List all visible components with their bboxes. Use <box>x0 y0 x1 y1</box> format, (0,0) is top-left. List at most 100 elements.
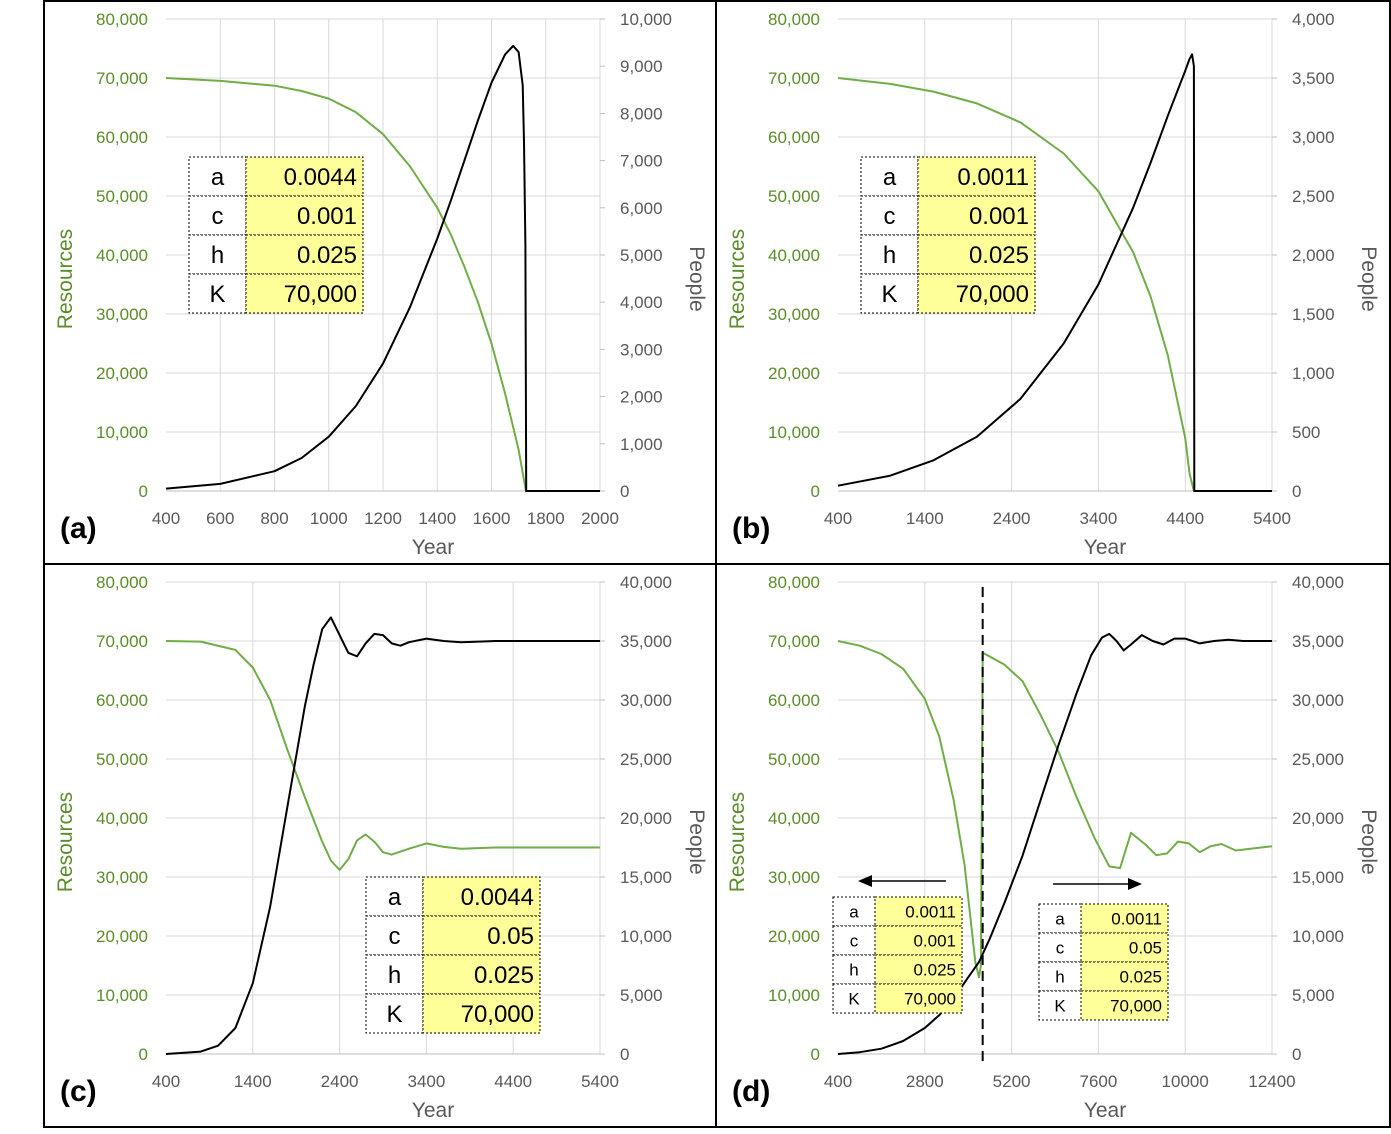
y-right-tick-label: 500 <box>1292 423 1320 442</box>
y-right-tick-label: 6,000 <box>620 199 663 218</box>
d-after-param-name-K: K <box>1054 997 1066 1016</box>
b-param-name-h: h <box>883 242 896 269</box>
x-tick-label: 1600 <box>473 509 511 528</box>
y-right-tick-label: 35,000 <box>1292 632 1344 651</box>
y-left-tick-label: 60,000 <box>768 128 820 147</box>
c-param-value-cell <box>422 954 541 995</box>
y-left-tick-label: 40,000 <box>96 246 148 265</box>
d-before-param-name-h: h <box>849 961 858 980</box>
y-left-tick-label: 30,000 <box>96 868 148 887</box>
y-left-tick-label: 0 <box>811 1045 820 1064</box>
a-param-name-h: h <box>211 242 224 269</box>
y-left-tick-label: 50,000 <box>96 187 148 206</box>
d-after-param-name-cell <box>1038 990 1082 1021</box>
b-param-value-K: 70,000 <box>956 281 1029 308</box>
d-after-param-name-a: a <box>1055 910 1065 929</box>
y-right-tick-label: 3,000 <box>1292 128 1335 147</box>
c-param-value-cell <box>422 915 541 956</box>
b-param-value-cell <box>917 195 1036 236</box>
y-right-tick-label: 9,000 <box>620 57 663 76</box>
x-axis-title: Year <box>412 1099 454 1122</box>
y-left-axis-title: Resources <box>726 229 749 329</box>
b-param-value-cell <box>917 156 1036 197</box>
y-right-tick-label: 35,000 <box>620 632 672 651</box>
series-line-people <box>837 632 1272 1055</box>
y-left-tick-label: 30,000 <box>768 868 820 887</box>
x-tick-label: 2800 <box>906 1072 944 1091</box>
y-left-tick-label: 30,000 <box>96 305 148 324</box>
y-left-tick-label: 10,000 <box>96 986 148 1005</box>
y-right-tick-label: 10,000 <box>620 927 672 946</box>
y-left-tick-label: 70,000 <box>96 632 148 651</box>
y-right-tick-label: 1,000 <box>1292 364 1335 383</box>
x-tick-label: 5200 <box>993 1072 1031 1091</box>
y-right-tick-label: 0 <box>620 482 629 501</box>
d-after-param-name-c: c <box>1056 939 1065 958</box>
a-param-name-K: K <box>209 281 225 308</box>
y-right-tick-label: 10,000 <box>620 10 672 29</box>
x-axis-title: Year <box>412 536 454 559</box>
x-tick-label: 2400 <box>321 1072 359 1091</box>
d-before-param-value-cell <box>874 896 963 927</box>
y-left-tick-label: 50,000 <box>96 750 148 769</box>
a-param-value-a: 0.0044 <box>284 164 357 191</box>
x-tick-label: 400 <box>824 509 852 528</box>
c-param-name-a: a <box>388 884 402 911</box>
panel-a: 400 600 800 1000 1200 1400 1600 1800 2000010,000… <box>54 10 708 559</box>
d-before-param-name-a: a <box>849 903 859 922</box>
b-param-name-c: c <box>884 203 896 230</box>
a-param-value-c: 0.001 <box>297 203 357 230</box>
series-line-people <box>165 44 600 492</box>
y-left-tick-label: 40,000 <box>96 809 148 828</box>
y-right-tick-label: 1,500 <box>1292 305 1335 324</box>
d-before-param-value-a: 0.0011 <box>905 903 956 922</box>
d-after-param-value-cell <box>1080 961 1169 992</box>
x-tick-label: 800 <box>260 509 288 528</box>
y-right-axis-title: People <box>685 246 708 311</box>
c-param-name-cell <box>365 954 424 995</box>
b-param-name-cell <box>860 234 919 275</box>
c-param-value-K: 70,000 <box>461 1001 534 1028</box>
x-tick-label: 1800 <box>527 509 565 528</box>
c-param-value-c: 0.05 <box>487 923 534 950</box>
x-tick-label: 2000 <box>581 509 619 528</box>
d-after-param-value-c: 0.05 <box>1129 939 1162 958</box>
left-arrow-icon <box>858 875 872 887</box>
y-right-axis-title: People <box>1357 246 1380 311</box>
a-param-name-cell <box>188 273 247 314</box>
panel-c: 400 1400 2400 3400 4400 5400010,00020,00030,0… <box>54 573 708 1122</box>
a-param-value-cell <box>245 234 364 275</box>
y-left-tick-label: 10,000 <box>768 423 820 442</box>
y-right-tick-label: 0 <box>620 1045 629 1064</box>
y-right-tick-label: 5,000 <box>620 986 663 1005</box>
y-left-axis-title: Resources <box>54 229 77 329</box>
series-line-resources <box>837 640 1273 979</box>
series-line-resources <box>837 77 1272 492</box>
c-param-value-h: 0.025 <box>474 962 534 989</box>
y-right-tick-label: 2,000 <box>620 388 663 407</box>
y-left-tick-label: 50,000 <box>768 750 820 769</box>
a-param-value-K: 70,000 <box>284 281 357 308</box>
c-param-name-c: c <box>389 923 401 950</box>
a-param-value-h: 0.025 <box>297 242 357 269</box>
y-left-tick-label: 40,000 <box>768 809 820 828</box>
y-left-tick-label: 80,000 <box>768 573 820 592</box>
y-right-tick-label: 1,000 <box>620 435 663 454</box>
c-param-name-cell <box>365 993 424 1034</box>
y-left-tick-label: 60,000 <box>96 691 148 710</box>
c-param-value-a: 0.0044 <box>461 884 534 911</box>
x-tick-label: 600 <box>206 509 234 528</box>
series-line-resources <box>165 640 600 871</box>
d-after-param-name-cell <box>1038 903 1082 934</box>
x-tick-label: 12400 <box>1248 1072 1295 1091</box>
x-tick-label: 3400 <box>407 1072 445 1091</box>
b-param-name-a: a <box>883 164 897 191</box>
x-tick-label: 1400 <box>906 509 944 528</box>
d-before-param-value-cell <box>874 925 963 956</box>
panel-d: 400 2800 5200 7600 10000 12400 0 10,000 20,000 30… <box>726 573 1380 1122</box>
y-left-tick-label: 20,000 <box>96 927 148 946</box>
x-tick-label: 2400 <box>993 509 1031 528</box>
y-left-axis-title: Resources <box>726 792 749 892</box>
d-before-param-value-h: 0.025 <box>913 961 956 980</box>
